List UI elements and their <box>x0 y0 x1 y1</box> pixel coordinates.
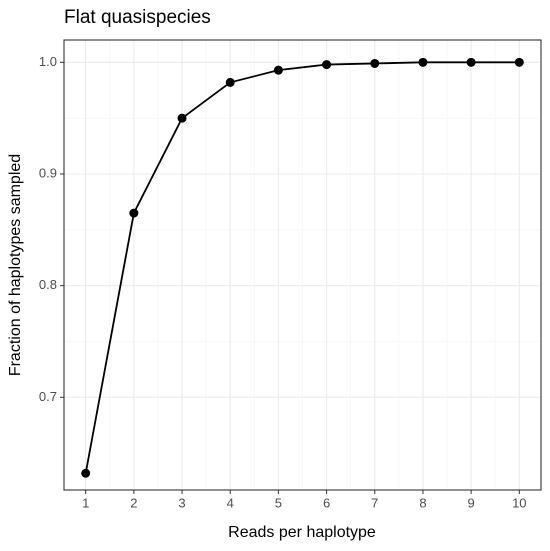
y-axis-title: Fraction of haplotypes sampled <box>7 154 24 376</box>
point <box>322 60 332 70</box>
y-tick-label: 0.9 <box>39 165 57 180</box>
x-tick-label: 4 <box>227 495 234 510</box>
x-tick-label: 5 <box>275 495 282 510</box>
point <box>273 65 283 75</box>
chart-title: Flat quasispecies <box>64 7 211 28</box>
point <box>177 113 187 123</box>
x-tick-label: 6 <box>323 495 330 510</box>
y-tick-label: 1.0 <box>39 54 57 69</box>
x-tick-label: 9 <box>468 495 475 510</box>
x-tick-label: 10 <box>512 495 526 510</box>
point <box>370 58 380 68</box>
point <box>225 77 235 87</box>
point <box>81 468 91 478</box>
x-tick-label: 3 <box>178 495 185 510</box>
panel-border <box>63 39 542 491</box>
x-tick-label: 8 <box>419 495 426 510</box>
x-tick-label: 7 <box>371 495 378 510</box>
x-axis-title: Reads per haplotype <box>228 524 376 541</box>
x-tick-label: 1 <box>82 495 89 510</box>
point <box>466 57 476 67</box>
y-tick-label: 0.8 <box>39 277 57 292</box>
x-tick-label: 2 <box>130 495 137 510</box>
point <box>129 208 139 218</box>
point <box>514 57 524 67</box>
y-tick-label: 0.7 <box>39 389 57 404</box>
point <box>418 57 428 67</box>
line <box>84 61 520 474</box>
